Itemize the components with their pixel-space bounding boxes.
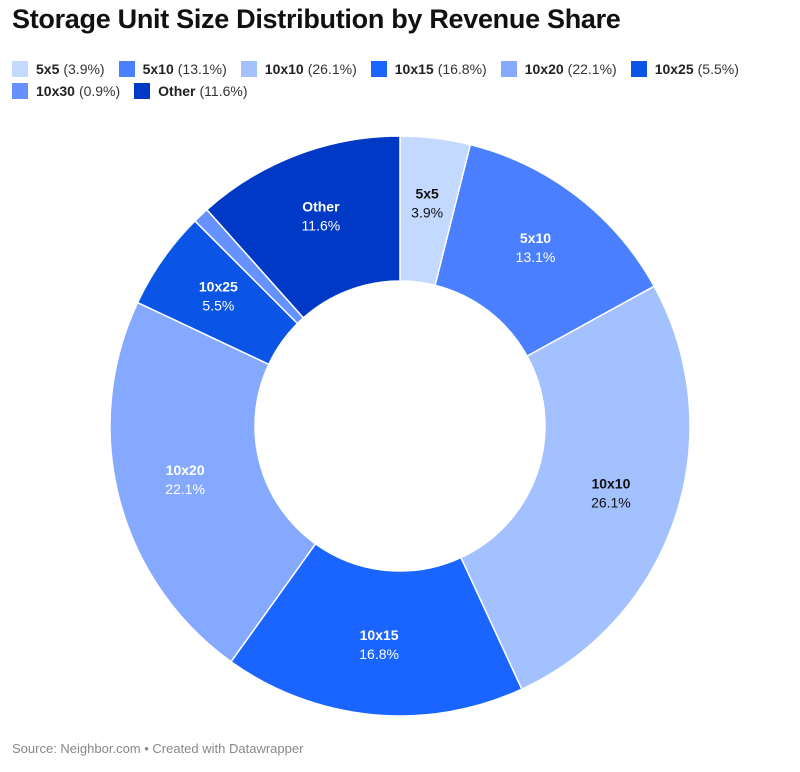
slice-Other [205, 135, 401, 319]
legend-label: 10x15 [394, 61, 434, 77]
slice-label: 10x20 [166, 462, 205, 478]
legend-label: 10x20 [524, 61, 564, 77]
legend-label: 5x5 [36, 61, 60, 77]
legend-value: (0.9%) [78, 83, 121, 99]
legend-item: 10x25 (5.5%) [630, 58, 739, 80]
legend-value: (5.5%) [697, 61, 739, 77]
legend-value: (22.1%) [567, 61, 617, 77]
legend-label: 10x10 [264, 61, 304, 77]
slice-value: 13.1% [516, 249, 556, 265]
legend-label: 5x10 [142, 61, 174, 77]
legend-item: 10x30 (0.9%) [12, 80, 120, 102]
slice-label: Other [302, 199, 340, 215]
slice-label: 5x5 [415, 186, 439, 202]
legend-value: (26.1%) [307, 61, 357, 77]
slice-10x15 [229, 542, 523, 717]
legend-swatch [630, 61, 647, 77]
source-note: Source: Neighbor.com • Created with Data… [12, 741, 304, 756]
legend-swatch [240, 61, 257, 77]
legend-swatch [500, 61, 517, 77]
legend-item: 10x10 (26.1%) [240, 58, 357, 80]
slice-value: 26.1% [591, 494, 631, 510]
legend: 5x5 (3.9%) 5x10 (13.1%) 10x10 (26.1%) 10x15 (16… [12, 58, 792, 102]
legend-swatch [12, 61, 28, 77]
slice-value: 3.9% [411, 205, 443, 221]
slice-label: 10x25 [199, 278, 238, 294]
legend-item: 5x10 (13.1%) [118, 58, 227, 80]
slice-value: 16.8% [359, 646, 399, 662]
legend-item: 10x15 (16.8%) [370, 58, 487, 80]
legend-label: 10x30 [36, 83, 75, 99]
legend-swatch [134, 83, 151, 99]
legend-item: Other (11.6%) [134, 80, 248, 102]
slice-label: 10x15 [360, 627, 399, 643]
legend-swatch [118, 61, 135, 77]
legend-swatch [12, 83, 28, 99]
legend-item: 5x5 (3.9%) [12, 58, 105, 80]
slice-value: 5.5% [202, 297, 234, 313]
slice-value: 11.6% [302, 218, 341, 234]
legend-item: 10x20 (22.1%) [500, 58, 617, 80]
legend-value: (16.8%) [437, 61, 487, 77]
slice-10x10 [459, 285, 691, 691]
slice-5x10 [434, 143, 656, 358]
legend-label: Other [158, 83, 196, 99]
slice-value: 22.1% [165, 481, 205, 497]
legend-value: (13.1%) [177, 61, 227, 77]
legend-label: 10x25 [654, 61, 694, 77]
legend-swatch [370, 61, 387, 77]
slice-label: 5x10 [520, 230, 551, 246]
legend-value: (11.6%) [199, 83, 248, 99]
slice-10x20 [109, 301, 317, 663]
legend-value: (3.9%) [63, 61, 105, 77]
chart-title: Storage Unit Size Distribution by Revenu… [12, 4, 621, 34]
slice-label: 10x10 [591, 475, 630, 491]
